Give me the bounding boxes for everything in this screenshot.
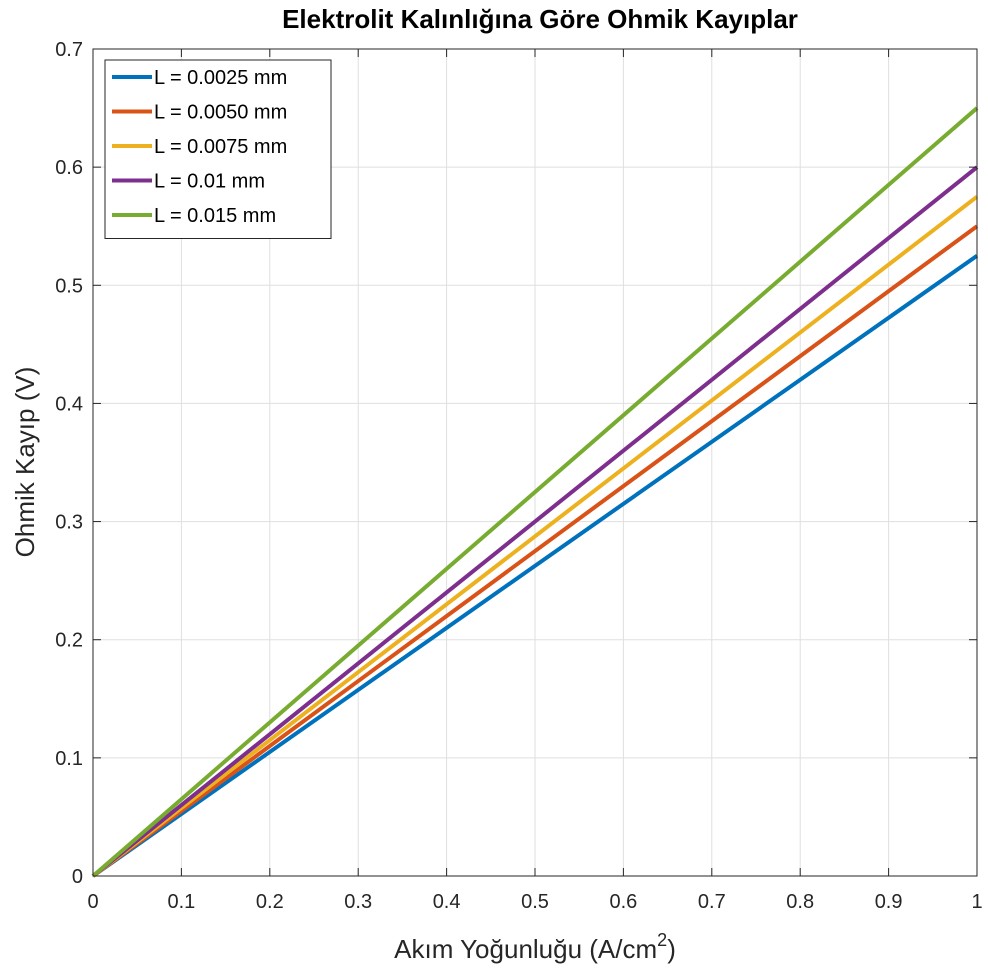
series-line	[91, 195, 979, 878]
x-axis-title-superscript: 2	[657, 930, 667, 950]
series-line	[91, 254, 979, 878]
y-tick-label: 0.3	[55, 512, 83, 534]
series-lines	[91, 106, 979, 878]
x-tick-label: 1	[971, 891, 982, 913]
x-tick-label: 0.2	[256, 891, 284, 913]
y-tick-label: 0.4	[55, 393, 83, 415]
y-tick-label: 0.6	[55, 157, 83, 179]
axes	[92, 48, 978, 877]
series-line	[91, 106, 979, 878]
x-tick-label: 0	[87, 891, 98, 913]
y-axis-title: Ohmik Kayıp (V)	[10, 367, 40, 558]
x-tick-label: 0.4	[433, 891, 461, 913]
x-axis-title-text: Akım Yoğunluğu (A/cm	[394, 934, 657, 964]
x-axis-title: Akım Yoğunluğu (A/cm2)	[394, 930, 676, 964]
series-line	[91, 224, 979, 878]
x-tick-label: 0.6	[609, 891, 637, 913]
legend-box	[104, 59, 332, 239]
y-tick-label: 0	[72, 866, 83, 888]
legend: L = 0.0025 mm L = 0.0050 mm L = 0.0075 mm L…	[104, 59, 332, 239]
legend-label: L = 0.0075 mm	[154, 136, 287, 158]
legend-label: L = 0.01 mm	[154, 171, 265, 193]
y-tick-label: 0.1	[55, 748, 83, 770]
x-tick-label: 0.3	[344, 891, 372, 913]
y-tick-label: 0.7	[55, 39, 83, 61]
x-tick-label: 0.8	[786, 891, 814, 913]
legend-label: L = 0.0025 mm	[154, 67, 287, 89]
x-tick-label: 0.1	[167, 891, 195, 913]
x-tick-label: 0.5	[521, 891, 549, 913]
legend-label: L = 0.015 mm	[154, 205, 276, 227]
x-tick-label: 0.9	[875, 891, 903, 913]
x-tick-label: 0.7	[698, 891, 726, 913]
legend-label: L = 0.0050 mm	[154, 102, 287, 124]
y-tick-label: 0.2	[55, 630, 83, 652]
y-tick-labels: 0 0.1 0.2 0.3 0.4 0.5 0.6 0.7	[55, 39, 83, 888]
x-tick-labels: 0 0.1 0.2 0.3 0.4 0.5 0.6 0.7 0.8 0.9 1	[87, 891, 982, 913]
x-axis-title-suffix: )	[667, 934, 676, 964]
y-tick-label: 0.5	[55, 275, 83, 297]
chart-title: Elektrolit Kalınlığına Göre Ohmik Kayıpl…	[282, 4, 798, 34]
series-line	[91, 165, 979, 878]
